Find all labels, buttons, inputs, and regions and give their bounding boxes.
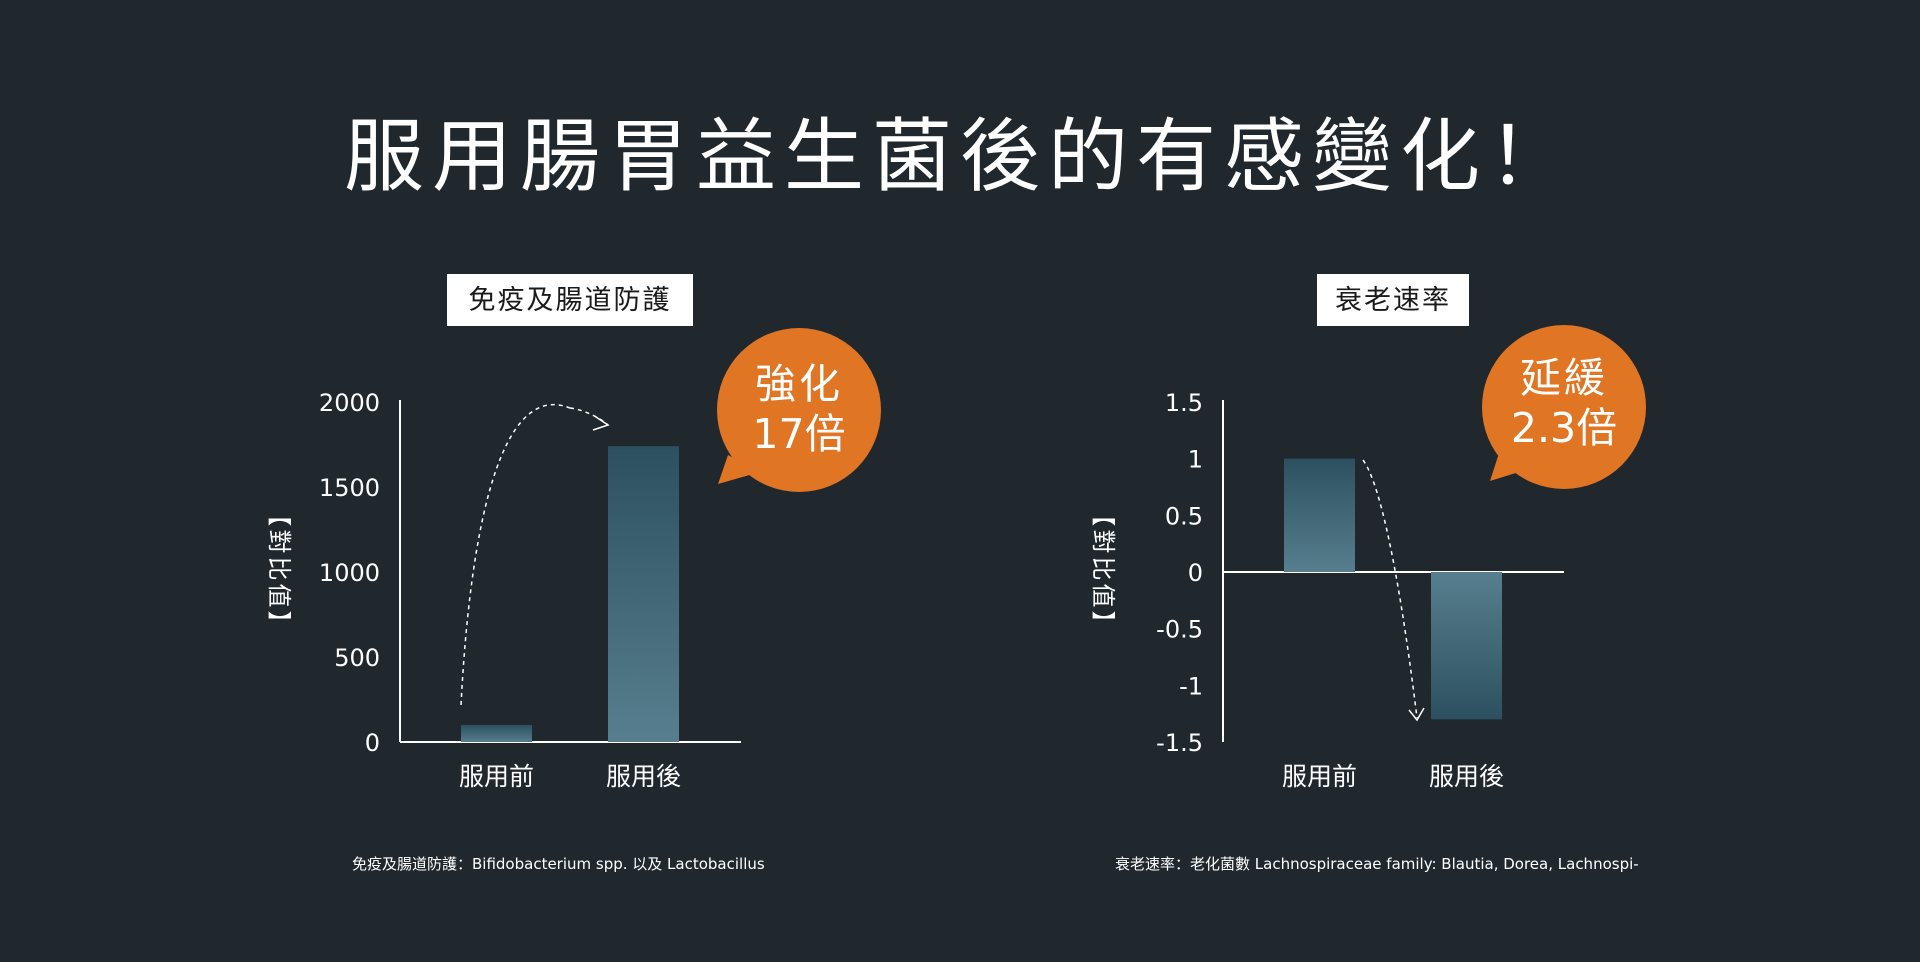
chart-title: 免疫及腸道防護 <box>469 285 672 316</box>
callout-tail <box>718 455 760 484</box>
bar <box>461 725 532 742</box>
page-title: 服用腸胃益生菌後的有感變化！ <box>344 110 1576 203</box>
y-tick-label: 1 <box>1188 446 1203 474</box>
callout-text-line2: 2.3倍 <box>1511 404 1617 452</box>
trend-arrowhead <box>1408 707 1425 722</box>
bar <box>1284 458 1355 572</box>
chart-title-box <box>1317 274 1469 326</box>
chart-title: 衰老速率 <box>1335 285 1451 316</box>
x-category-label: 服用後 <box>606 762 681 791</box>
y-tick-label: -1 <box>1179 672 1203 700</box>
chart-title-box <box>447 274 693 326</box>
callout-bubble <box>717 328 881 492</box>
y-tick-label: 0.5 <box>1165 502 1203 530</box>
y-tick-label: -0.5 <box>1156 616 1203 644</box>
trend-arrow <box>1362 459 1418 719</box>
y-tick-label: 1000 <box>319 559 380 587</box>
x-category-label: 服用後 <box>1429 762 1504 791</box>
y-tick-label: 2000 <box>319 389 380 417</box>
y-tick-label: 1.5 <box>1165 389 1203 417</box>
footnote-aging: 衰老速率：老化菌數 Lachnospiraceae family: Blauti… <box>1115 855 1639 873</box>
y-tick-label: -1.5 <box>1156 729 1203 757</box>
callout-text-line1: 延緩 <box>1520 354 1608 402</box>
y-tick-label: 0 <box>365 729 380 757</box>
y-tick-label: 1500 <box>319 474 380 502</box>
y-axis-label: 【對比值】 <box>1089 503 1117 638</box>
footnote-immune: 免疫及腸道防護：Bifidobacterium spp. 以及 Lactobac… <box>352 855 765 873</box>
trend-arrow <box>460 403 571 706</box>
y-axis-label: 【對比值】 <box>265 503 293 638</box>
x-category-label: 服用前 <box>1282 762 1357 791</box>
bar <box>1431 572 1502 720</box>
y-tick-label: 500 <box>334 644 380 672</box>
x-category-label: 服用前 <box>459 762 534 791</box>
trend-arrow-end <box>569 407 609 426</box>
chart-aging: 衰老速率 【對比值】 1.510.50-0.5-1-1.5 服用前 服用後 延緩 … <box>1089 274 1646 791</box>
chart-immune: 免疫及腸道防護 【對比值】 2000 1500 1000 500 0 服用前 服用後 強化… <box>265 274 881 791</box>
y-tick-label: 0 <box>1188 559 1203 587</box>
callout-text-line2: 17倍 <box>752 410 845 458</box>
callout-text-line1: 強化 <box>755 360 843 408</box>
callout-bubble <box>1482 325 1646 489</box>
bar <box>608 446 679 742</box>
